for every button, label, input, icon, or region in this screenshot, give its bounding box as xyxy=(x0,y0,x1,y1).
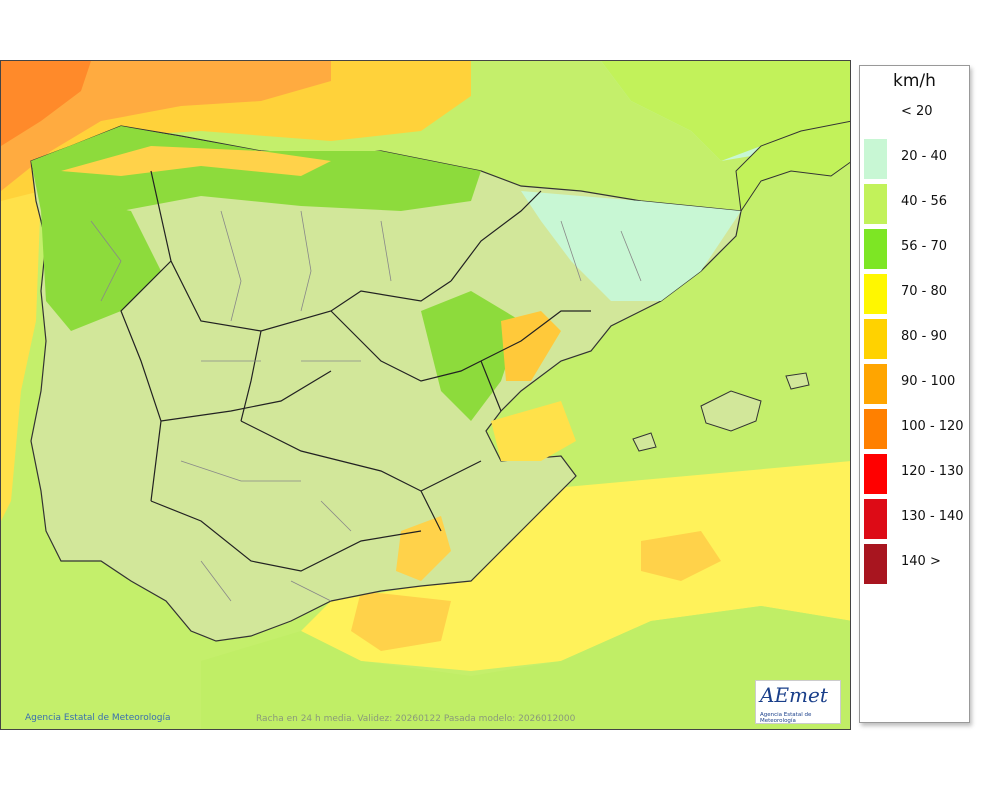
southern-france-coast xyxy=(735,120,850,213)
legend-item: 70 - 80 xyxy=(864,274,968,314)
legend-label: 56 - 70 xyxy=(901,239,948,254)
legend-label: < 20 xyxy=(901,104,933,119)
aemet-logo-word: AEmet xyxy=(760,683,828,707)
legend-label: 70 - 80 xyxy=(901,284,948,299)
legend-swatch xyxy=(864,184,887,224)
france-land xyxy=(471,61,850,161)
legend-item: < 20 xyxy=(864,94,968,134)
atlantic-high-gust-zone xyxy=(1,61,91,146)
legend-item: 120 - 130 xyxy=(864,454,968,494)
legend-label: 120 - 130 xyxy=(901,464,964,479)
ebro-orange-zone xyxy=(501,311,561,381)
alboran-orange-patch xyxy=(351,591,451,651)
aemet-logo: AEmet Agencia Estatal de Meteorología xyxy=(755,680,841,724)
legend-label: 40 - 56 xyxy=(901,194,948,209)
legend-swatch xyxy=(864,274,887,314)
legend-swatch xyxy=(864,319,887,359)
legend-item: 90 - 100 xyxy=(864,364,968,404)
atlantic-west-zone xyxy=(1,191,41,521)
legend-label: 20 - 40 xyxy=(901,149,948,164)
region-borders xyxy=(120,170,591,572)
legend-item: 56 - 70 xyxy=(864,229,968,269)
wind-gust-map: Agencia Estatal de Meteorología Racha en… xyxy=(0,60,851,730)
legend-label: 80 - 90 xyxy=(901,329,948,344)
catalonia-calm-zone xyxy=(521,191,741,301)
menorca-island xyxy=(785,372,810,390)
biscay-orange-zone xyxy=(1,61,331,191)
legend-label: 100 - 120 xyxy=(901,419,964,434)
legend-label: 130 - 140 xyxy=(901,509,964,524)
legend-swatch xyxy=(864,364,887,404)
iberian-peninsula xyxy=(30,125,742,642)
mallorca-island xyxy=(700,390,762,432)
province-borders xyxy=(90,210,642,602)
legend-swatch xyxy=(864,229,887,269)
cantabrian-yellow-zone xyxy=(61,146,331,176)
legend-item: 80 - 90 xyxy=(864,319,968,359)
aragon-green-zone xyxy=(421,291,521,421)
north-africa-zone xyxy=(201,606,850,729)
map-canvas xyxy=(1,61,850,729)
legend-swatch xyxy=(864,94,887,134)
legend-swatch xyxy=(864,409,887,449)
legend-item: 130 - 140 xyxy=(864,499,968,539)
legend-unit: km/h xyxy=(893,71,936,91)
valencia-yellow-zone xyxy=(491,401,576,461)
legend-item: 40 - 56 xyxy=(864,184,968,224)
legend-panel: km/h < 20 20 - 40 40 - 56 56 - 70 70 - 80 80 … xyxy=(859,65,970,723)
betic-yellow-zone xyxy=(396,516,451,581)
legend-item: 140 > xyxy=(864,544,968,584)
ibiza-island xyxy=(632,432,657,452)
aemet-logo-subtext: Agencia Estatal de Meteorología xyxy=(760,712,812,724)
legend-swatch xyxy=(864,139,887,179)
legend-item: 100 - 120 xyxy=(864,409,968,449)
med-orange-patch xyxy=(641,531,721,581)
validity-text: Racha en 24 h media. Validez: 20260122 P… xyxy=(256,714,576,724)
agency-credit: Agencia Estatal de Meteorología xyxy=(25,713,171,723)
galicia-green-zone xyxy=(41,201,161,331)
legend-swatch xyxy=(864,454,887,494)
legend-swatch xyxy=(864,499,887,539)
legend-label: 140 > xyxy=(901,554,941,569)
legend-item: 20 - 40 xyxy=(864,139,968,179)
legend-swatch xyxy=(864,544,887,584)
legend-label: 90 - 100 xyxy=(901,374,956,389)
